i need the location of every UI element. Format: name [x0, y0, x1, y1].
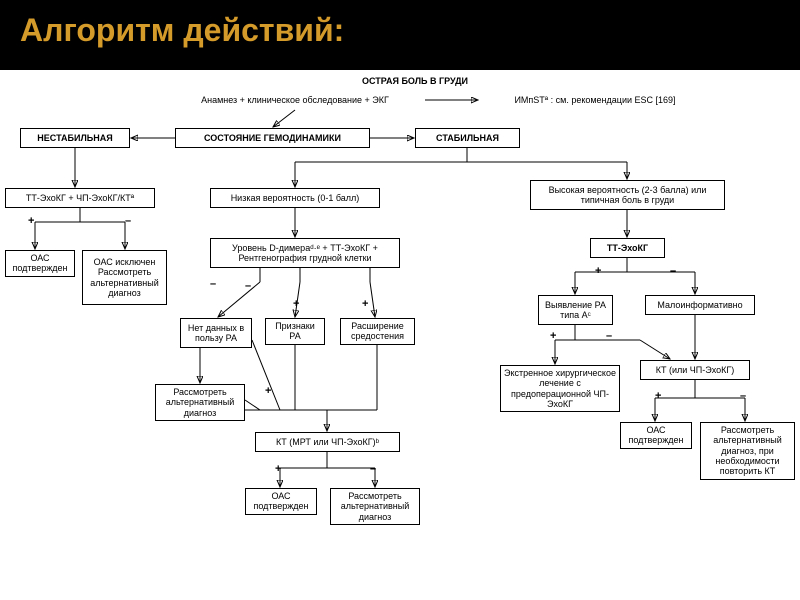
- diagram: ОСТРАЯ БОЛЬ В ГРУДИ Анамнез + клиническое…: [0, 70, 800, 600]
- node-unstable: НЕСТАБИЛЬНАЯ: [20, 128, 130, 148]
- sign-11: +: [655, 390, 661, 402]
- sign-4: +: [293, 298, 299, 310]
- sign-7: +: [595, 265, 601, 277]
- sign-6: +: [265, 385, 271, 397]
- node-stable: СТАБИЛЬНАЯ: [415, 128, 520, 148]
- sign-0: +: [28, 215, 34, 227]
- sign-8: –: [670, 265, 676, 277]
- sign-13: +: [275, 463, 281, 475]
- node-root: ОСТРАЯ БОЛЬ В ГРУДИ: [315, 74, 515, 88]
- sign-9: +: [550, 330, 556, 342]
- node-imst: ИМпSTª : см. рекомендации ESC [169]: [480, 93, 710, 107]
- sign-1: –: [125, 215, 131, 227]
- sign-5: +: [362, 298, 368, 310]
- node-tt_chp: ТТ-ЭхоКГ + ЧП-ЭхоКГ/КТª: [5, 188, 155, 208]
- title-bar: Алгоритм действий:: [0, 0, 800, 57]
- node-kt_mri: КТ (МРТ или ЧП-ЭхоКГ)ᵇ: [255, 432, 400, 452]
- node-dimer: Уровень D-димераᵈ·ᵉ + ТТ-ЭхоКГ + Рентген…: [210, 238, 400, 268]
- sign-14: –: [370, 463, 376, 475]
- sign-10: –: [606, 330, 612, 342]
- node-tt_echo: ТТ-ЭхоКГ: [590, 238, 665, 258]
- node-oas_conf_mid: ОАС подтвержден: [245, 488, 317, 515]
- node-hemodyn: СОСТОЯНИЕ ГЕМОДИНАМИКИ: [175, 128, 370, 148]
- node-low_prob: Низкая вероятность (0-1 балл): [210, 188, 380, 208]
- node-oas_conf_left: ОАС подтвержден: [5, 250, 75, 277]
- node-mediastinum: Расширение средостения: [340, 318, 415, 345]
- node-oas_excl: ОАС исключен Рассмотреть альтернативный …: [82, 250, 167, 305]
- node-low_info: Малоинформативно: [645, 295, 755, 315]
- sign-12: –: [740, 390, 746, 402]
- node-alt2: Рассмотреть альтернативный диагноз: [330, 488, 420, 525]
- node-type_a: Выявление РА типа Аᶜ: [538, 295, 613, 325]
- node-oas_conf_right: ОАС подтвержден: [620, 422, 692, 449]
- slide-title: Алгоритм действий:: [20, 12, 780, 49]
- slide: Алгоритм действий:: [0, 0, 800, 600]
- node-alt3: Рассмотреть альтернативный диагноз, при …: [700, 422, 795, 480]
- sign-2: –: [210, 278, 216, 290]
- node-alt1: Рассмотреть альтернативный диагноз: [155, 384, 245, 421]
- node-kt_or: КТ (или ЧП-ЭхоКГ): [640, 360, 750, 380]
- node-signs_ra: Признаки РА: [265, 318, 325, 345]
- sign-3: –: [245, 280, 251, 292]
- node-high_prob: Высокая вероятность (2-3 балла) или типи…: [530, 180, 725, 210]
- node-surgery: Экстренное хирургическое лечение с предо…: [500, 365, 620, 412]
- node-no_ra: Нет данных в пользу РА: [180, 318, 252, 348]
- node-anamnesis: Анамнез + клиническое обследование + ЭКГ: [165, 93, 425, 107]
